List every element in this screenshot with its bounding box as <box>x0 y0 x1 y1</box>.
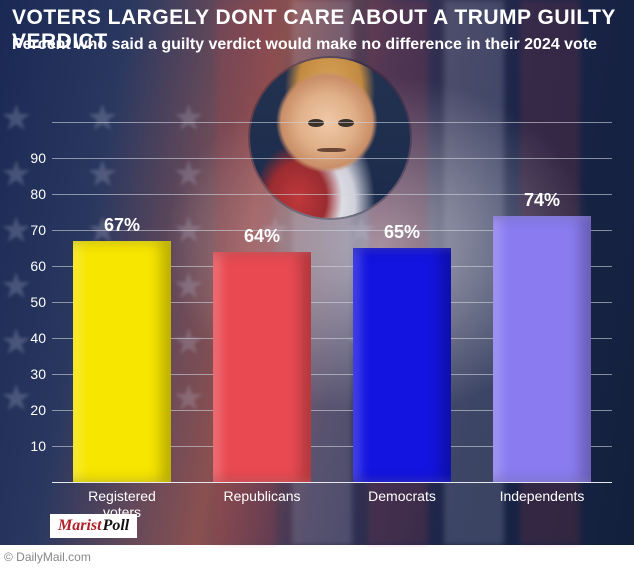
bar-category-label: Democrats <box>353 482 451 504</box>
y-tick-label: 60 <box>30 258 52 274</box>
y-tick-label: 80 <box>30 186 52 202</box>
y-tick-label: 20 <box>30 402 52 418</box>
bar: 67%Registered voters <box>73 241 171 482</box>
bar: 64%Republicans <box>213 252 311 482</box>
source-badge-red: Marist <box>58 517 102 535</box>
y-tick-label: 50 <box>30 294 52 310</box>
gridline <box>52 158 612 159</box>
bar-value-label: 67% <box>73 215 171 236</box>
gridline <box>52 122 612 123</box>
y-tick-label: 10 <box>30 438 52 454</box>
source-badge-black: Poll <box>103 517 130 535</box>
y-tick-label: 70 <box>30 222 52 238</box>
poll-chart: ★ ★ ★ ★ ★ ★ ★ ★ ★★ ★ ★ ★ ★ ★ ★ ★ ★★ ★ ★ … <box>0 0 634 545</box>
bar: 74%Independents <box>493 216 591 482</box>
image-credit: © DailyMail.com <box>4 550 91 564</box>
bar: 65%Democrats <box>353 248 451 482</box>
y-tick-label: 90 <box>30 150 52 166</box>
bar-value-label: 65% <box>353 222 451 243</box>
chart-subtitle: Percent who said a guilty verdict would … <box>12 36 622 54</box>
bar-category-label: Republicans <box>213 482 311 504</box>
source-badge: Marist Poll <box>50 514 137 538</box>
y-tick-label: 40 <box>30 330 52 346</box>
bar-value-label: 64% <box>213 226 311 247</box>
bar-value-label: 74% <box>493 190 591 211</box>
y-tick-label: 30 <box>30 366 52 382</box>
bar-category-label: Independents <box>493 482 591 504</box>
plot-area: 10203040506070809067%Registered voters64… <box>52 122 612 482</box>
